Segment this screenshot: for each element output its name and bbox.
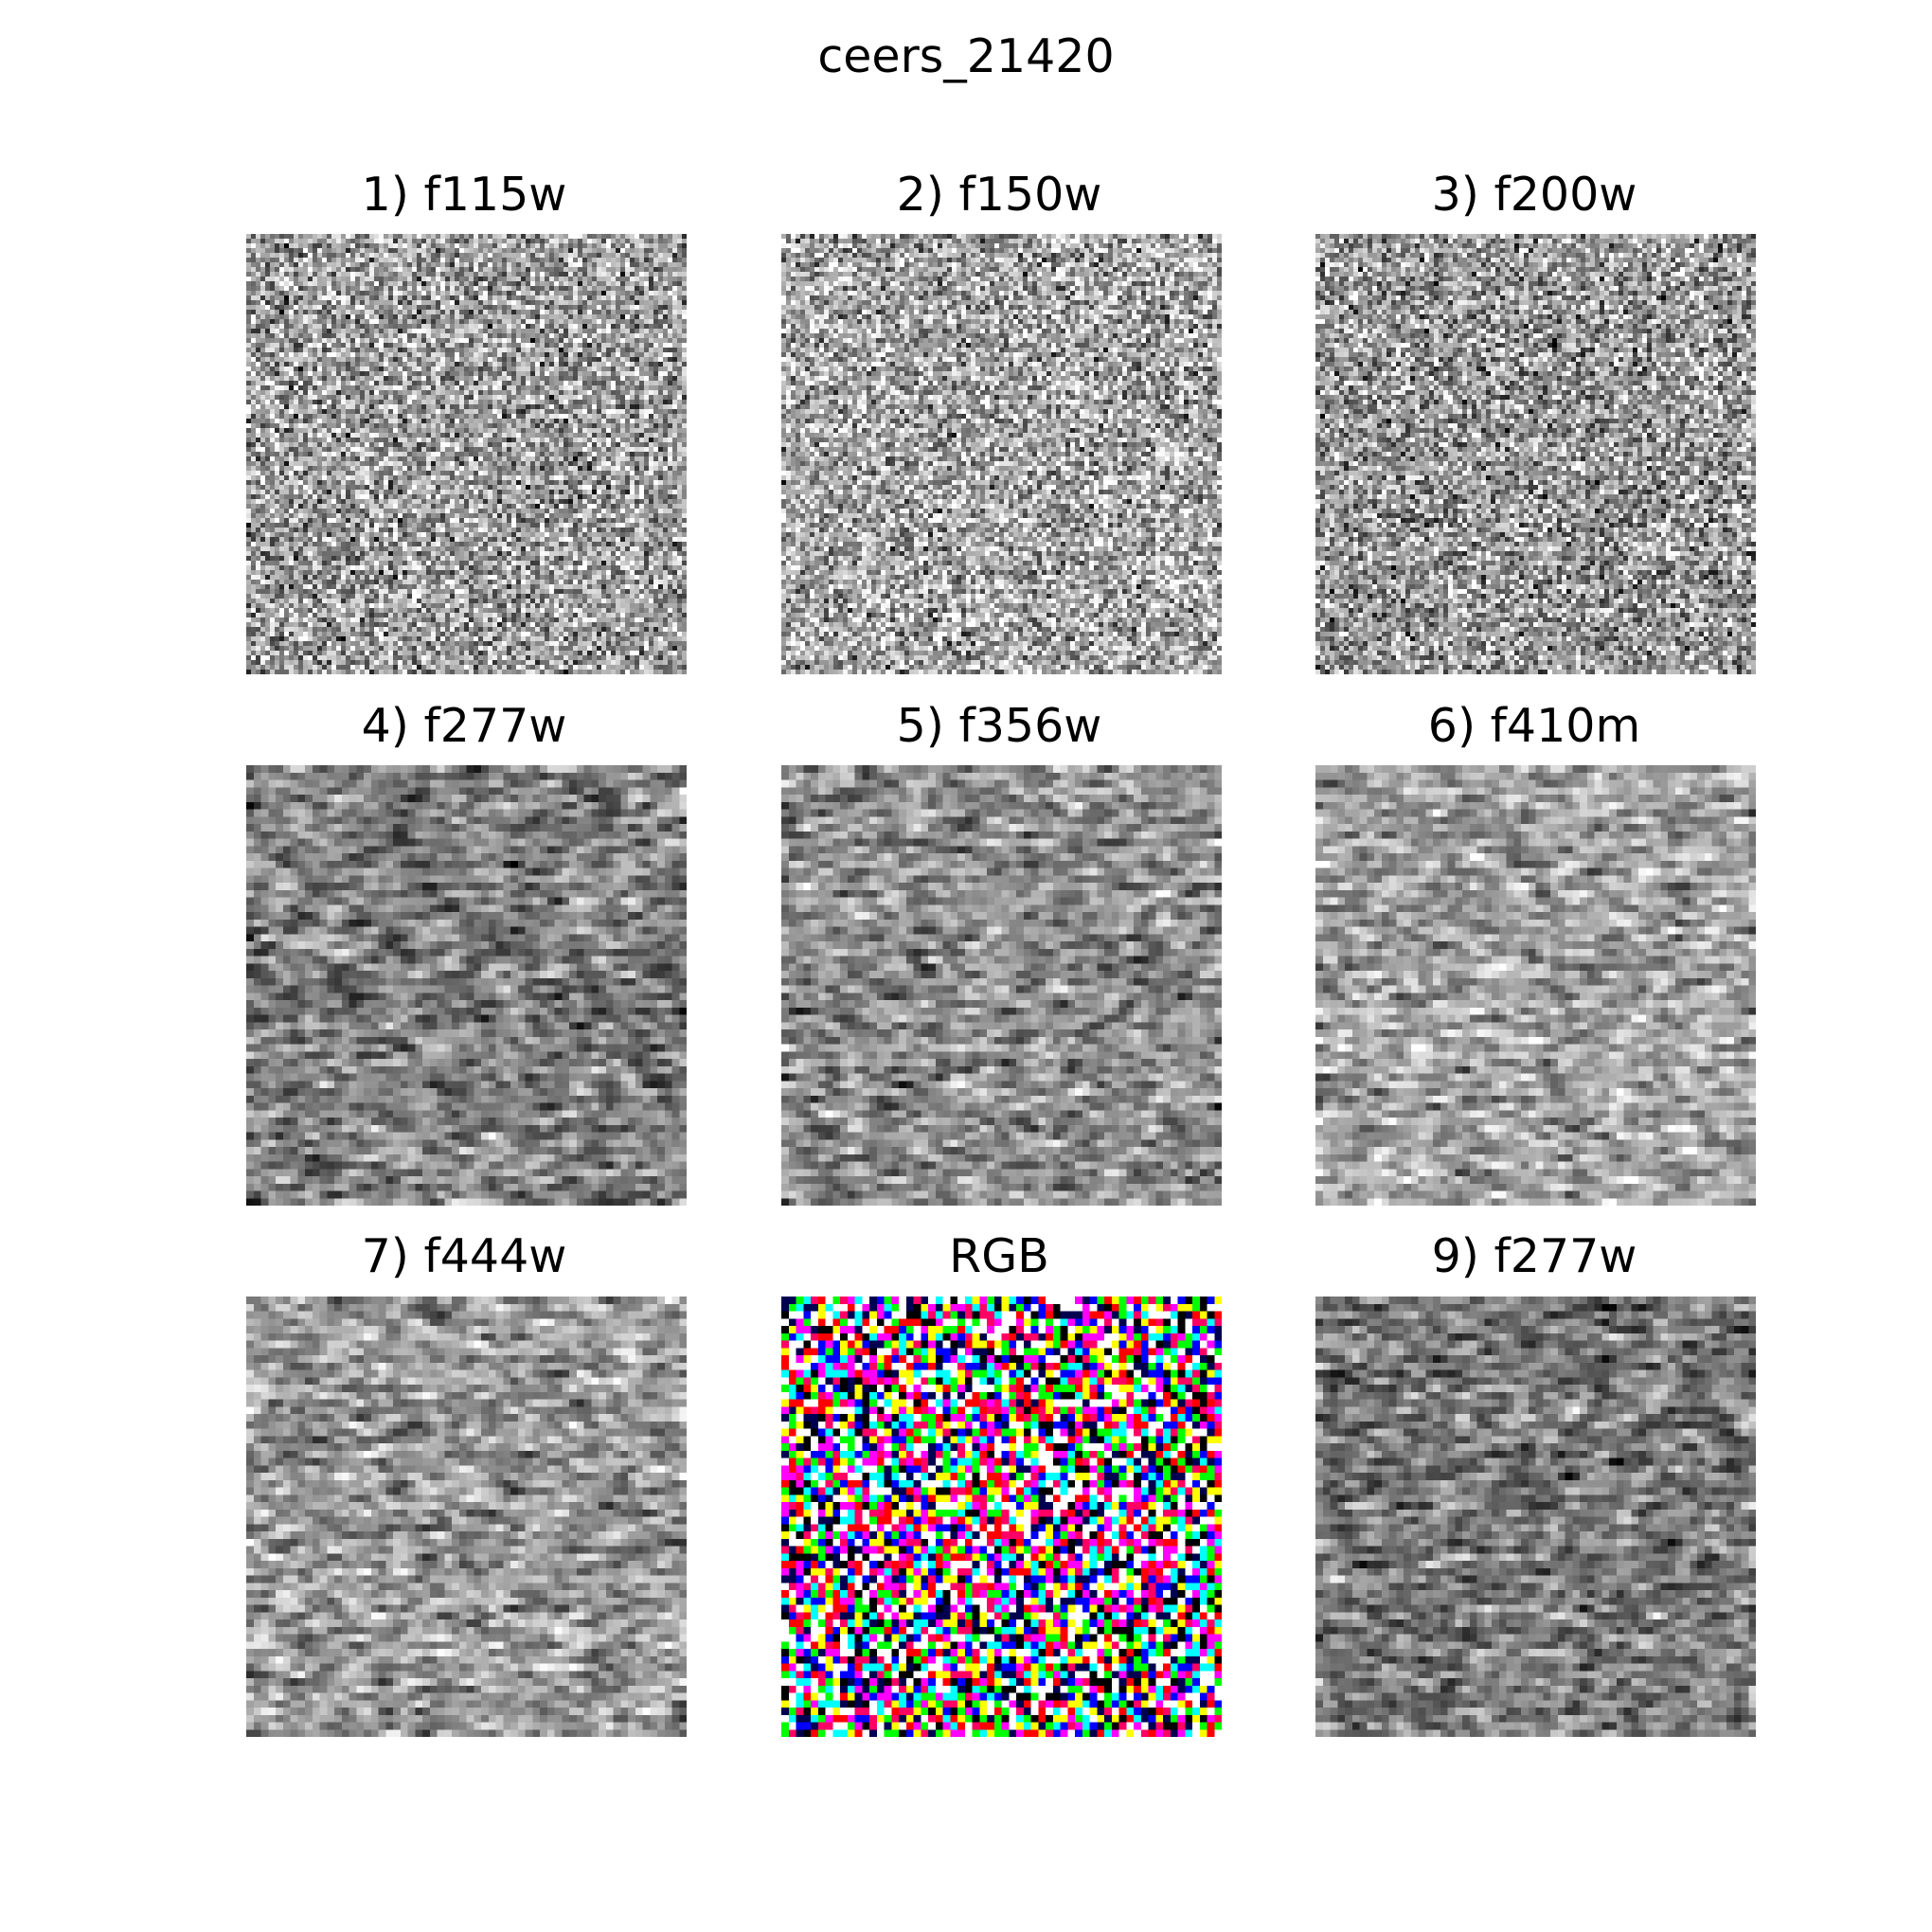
panel-title-1: 1) f115w <box>361 168 567 222</box>
panel-title-6: 6) f410m <box>1427 699 1641 753</box>
panel-title-rgb: RGB <box>949 1229 1049 1283</box>
panel-image-5 <box>781 765 1222 1206</box>
panel-image-2 <box>781 234 1222 674</box>
panel-image-7 <box>246 1297 687 1737</box>
panel-title-3: 3) f200w <box>1431 168 1637 222</box>
panel-title-5: 5) f356w <box>896 699 1102 753</box>
figure-title: ceers_21420 <box>817 29 1115 83</box>
panel-title-7: 7) f444w <box>361 1229 567 1283</box>
panel-image-9 <box>1315 1297 1756 1737</box>
panel-title-2: 2) f150w <box>896 168 1102 222</box>
panel-image-3 <box>1315 234 1756 674</box>
panel-image-6 <box>1315 765 1756 1206</box>
panel-image-rgb <box>781 1297 1222 1737</box>
panel-image-1 <box>246 234 687 674</box>
panel-title-9: 9) f277w <box>1431 1229 1637 1283</box>
panel-title-4: 4) f277w <box>361 699 567 753</box>
panel-image-4 <box>246 765 687 1206</box>
